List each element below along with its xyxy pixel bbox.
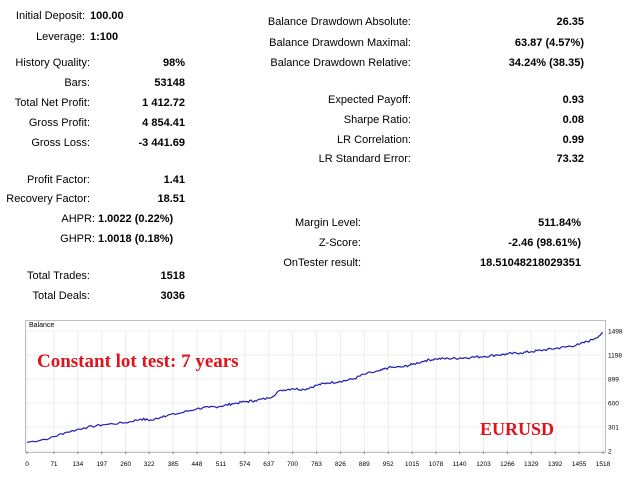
y-tick-label: 1198 [608,353,622,360]
x-tick-label: 1203 [476,461,491,468]
z-score-value: -2.46 (98.61%) [508,237,581,249]
ghpr-label: GHPR: [60,233,95,245]
x-tick-label: 1518 [596,461,611,468]
chart-annotation-symbol: EURUSD [480,419,555,439]
x-tick-label: 1078 [429,461,444,468]
x-tick-label: 71 [50,461,58,468]
gross-loss-value: -3 441.69 [138,137,185,149]
gross-loss-label: Gross Loss: [31,137,90,149]
x-tick-label: 574 [239,461,250,468]
lr-correlation-value: 0.99 [562,134,584,146]
balance-series-line [26,332,604,443]
x-tick-label: 952 [383,461,394,468]
margin-level-value: 511.84% [538,217,581,229]
initial-deposit-label: Initial Deposit: [15,10,85,22]
balance-drawdown-relative-label: Balance Drawdown Relative: [270,57,411,69]
chart-title: Balance [29,322,55,329]
x-tick-label: 511 [216,461,227,468]
x-tick-label: 385 [168,461,179,468]
x-tick-label: 1015 [405,461,420,468]
y-tick-label: 600 [608,401,619,408]
ontester-result-value: 18.51048218029351 [480,257,581,269]
x-tick-label: 700 [287,461,298,468]
balance-drawdown-relative-value: 34.24% (38.35) [508,57,584,69]
balance-drawdown-maximal-label: Balance Drawdown Maximal: [269,37,411,49]
x-tick-label: 637 [263,461,274,468]
x-tick-label: 826 [335,461,346,468]
x-tick-label: 448 [192,461,203,468]
x-tick-label: 1329 [524,461,539,468]
bars-label: Bars: [64,77,90,89]
leverage-label: Leverage: [36,31,85,43]
x-tick-label: 260 [120,461,131,468]
bars-value: 53148 [154,77,185,89]
x-tick-label: 197 [96,461,107,468]
sharpe-ratio-value: 0.08 [562,114,584,126]
balance-chart-frame [25,320,606,453]
lr-correlation-label: LR Correlation: [337,134,411,146]
x-tick-label: 1266 [500,461,515,468]
x-tick-label: 322 [144,461,155,468]
x-tick-label: 0 [25,461,29,468]
expected-payoff-value: 0.93 [562,94,584,106]
history-quality-label: History Quality: [15,57,90,69]
total-trades-label: Total Trades: [27,270,90,282]
lr-standard-error-label: LR Standard Error: [318,153,411,165]
history-quality-value: 98% [162,57,185,69]
y-tick-label: 899 [608,377,619,384]
total-net-profit-value: 1 412.72 [142,97,185,109]
recovery-factor-value: 18.51 [157,193,185,205]
ghpr-value: 1.0018 (0.18%) [98,233,174,245]
gross-profit-label: Gross Profit: [28,117,90,129]
balance-drawdown-absolute-label: Balance Drawdown Absolute: [267,16,411,28]
chart-annotation-test: Constant lot test: 7 years [37,351,239,372]
ahpr-label: AHPR: [61,213,95,225]
total-deals-value: 3036 [160,290,185,302]
profit-factor-value: 1.41 [163,174,185,186]
balance-drawdown-absolute-value: 26.35 [556,16,584,28]
x-tick-label: 763 [311,461,322,468]
total-deals-label: Total Deals: [32,290,90,302]
x-tick-label: 1392 [548,461,563,468]
x-tick-label: 1140 [453,461,467,468]
y-tick-label: 1498 [608,329,623,336]
balance-drawdown-maximal-value: 63.87 (4.57%) [514,37,584,49]
initial-deposit-value: 100.00 [90,10,124,22]
ontester-result-label: OnTester result: [283,257,361,269]
gross-profit-value: 4 854.41 [142,117,185,129]
expected-payoff-label: Expected Payoff: [328,94,411,106]
x-tick-label: 889 [359,461,370,468]
x-tick-label: 134 [72,461,83,468]
y-tick-label: 2 [608,449,612,456]
z-score-label: Z-Score: [318,237,361,249]
sharpe-ratio-label: Sharpe Ratio: [343,114,411,126]
y-tick-label: 301 [608,425,619,432]
ahpr-value: 1.0022 (0.22%) [98,213,174,225]
total-net-profit-label: Total Net Profit: [14,97,90,109]
x-tick-label: 1455 [572,461,587,468]
profit-factor-label: Profit Factor: [27,174,90,186]
margin-level-label: Margin Level: [294,217,361,229]
lr-standard-error-value: 73.32 [556,153,584,165]
leverage-value: 1:100 [90,31,119,43]
recovery-factor-label: Recovery Factor: [6,193,90,205]
total-trades-value: 1518 [160,270,185,282]
